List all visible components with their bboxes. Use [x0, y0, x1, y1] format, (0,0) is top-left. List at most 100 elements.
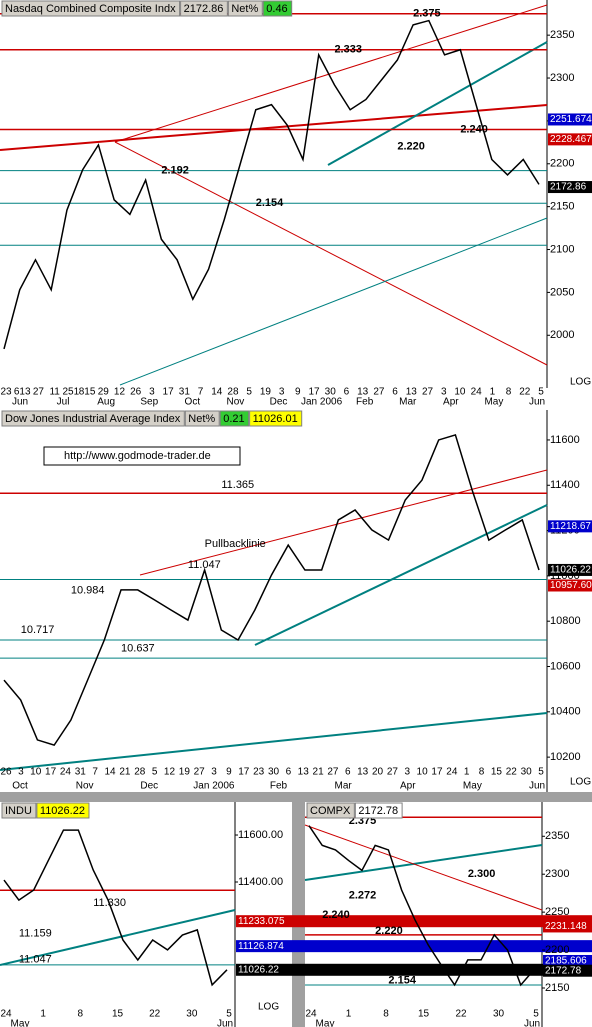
x-tick-label: 3: [441, 387, 447, 398]
annotation: 11.330: [93, 897, 126, 909]
month-label: Sep: [140, 397, 158, 408]
header-box: [1, 0, 181, 17]
x-tick-label: 3: [404, 767, 410, 778]
separator: [292, 792, 305, 1027]
header-text: 2172.86: [184, 3, 224, 15]
month-label: Jan 2006: [193, 781, 235, 792]
price-line: [308, 825, 535, 987]
url-text: http://www.godmode-trader.de: [64, 450, 211, 462]
price-line: [3, 19, 540, 350]
x-tick-label: 23: [0, 387, 12, 398]
annotation: 2.333: [334, 44, 362, 56]
x-tick-label: 27: [33, 387, 45, 398]
x-tick-label: 5: [538, 387, 544, 398]
trend-line: [304, 844, 543, 881]
annotation: 2.375: [413, 8, 441, 20]
x-tick-label: 3: [149, 387, 155, 398]
month-label: Jan 2006: [301, 397, 343, 408]
x-tick-label: 8: [383, 1009, 389, 1020]
y-tick-label: 2350: [545, 830, 569, 842]
header-text: 11026.22: [40, 805, 85, 817]
x-tick-label: 7: [92, 767, 98, 778]
month-label: May: [316, 1019, 335, 1027]
header-text: Dow Jones Industrial Average Index: [5, 413, 181, 425]
header-box: [354, 802, 403, 819]
header-box: [219, 410, 250, 427]
price-tag: [548, 579, 592, 592]
trend-line: [119, 217, 548, 386]
price-tag: [543, 954, 592, 967]
y-tick-label: 10800: [550, 615, 581, 627]
month-label: Apr: [400, 781, 416, 792]
x-tick-label: 17: [431, 767, 443, 778]
header-box: [1, 802, 37, 819]
y-tick-label: 2100: [550, 243, 574, 255]
x-tick-label: 14: [211, 387, 223, 398]
x-tick-label: 3: [18, 767, 24, 778]
header-box: [180, 0, 228, 17]
y-tick-label: 2150: [545, 982, 569, 994]
price-tag-label: 2172.78: [545, 965, 582, 976]
y-tick-label: 2150: [550, 201, 574, 213]
x-tick-label: 1: [490, 387, 496, 398]
x-tick-label: 6: [344, 387, 350, 398]
price-tag-label: 11218.67: [550, 521, 591, 532]
price-tag-label: 2228.467: [550, 134, 592, 145]
x-tick-label: 22: [519, 387, 531, 398]
month-label: May: [11, 1019, 30, 1027]
month-label: Nov: [76, 781, 94, 792]
x-tick-label: 30: [186, 1009, 198, 1020]
month-label: Mar: [399, 397, 417, 408]
month-label: Dec: [140, 781, 158, 792]
x-tick-label: 1: [464, 767, 470, 778]
x-tick-label: 9: [226, 767, 232, 778]
price-tag: [548, 133, 592, 146]
trend-line: [327, 41, 548, 166]
x-tick-label: 21: [119, 767, 131, 778]
annotation: 10.637: [121, 642, 155, 654]
x-tick-label: 6: [286, 767, 292, 778]
x-tick-label: 8: [479, 767, 485, 778]
x-tick-label: 5: [533, 1009, 539, 1020]
x-tick-label: 17: [45, 767, 57, 778]
header-box: [227, 0, 263, 17]
x-tick-label: 13: [357, 387, 369, 398]
y-tick-label: 2250: [545, 906, 569, 918]
x-tick-label: 24: [305, 1009, 317, 1020]
price-tag: [548, 520, 592, 533]
month-label: Jun: [529, 781, 545, 792]
y-tick-label: 11400: [550, 479, 580, 491]
x-tick-label: 17: [238, 767, 250, 778]
x-tick-label: 10: [417, 767, 429, 778]
x-tick-label: 13: [406, 387, 418, 398]
header-box: [262, 0, 293, 17]
price-tag: [548, 181, 592, 194]
price-tag: [236, 963, 592, 976]
x-tick-label: 30: [268, 767, 280, 778]
price-tag-label: 11126.874: [238, 941, 284, 952]
price-line: [3, 434, 540, 747]
trend-line: [114, 4, 548, 143]
month-label: Nov: [227, 397, 245, 408]
x-tick-label: 29: [98, 387, 110, 398]
x-tick-label: 10: [454, 387, 466, 398]
month-label: Jun: [524, 1019, 540, 1027]
y-tick-label: 11600.00: [238, 829, 283, 841]
x-tick-label: 613: [14, 387, 31, 398]
x-tick-label: 30: [521, 767, 533, 778]
x-tick-label: 15: [418, 1009, 430, 1020]
x-tick-label: 17: [308, 387, 320, 398]
url-box: [43, 446, 241, 466]
x-tick-label: 23: [253, 767, 265, 778]
x-tick-label: 3: [211, 767, 217, 778]
price-tag: [236, 940, 592, 953]
price-tag: [548, 563, 592, 576]
month-label: May: [484, 397, 503, 408]
price-tag: [236, 915, 592, 928]
scale-label: LOG: [258, 1002, 279, 1013]
x-tick-label: 15: [491, 767, 503, 778]
scale-label: LOG: [570, 777, 591, 788]
x-tick-label: 31: [179, 387, 191, 398]
x-tick-label: 27: [387, 767, 399, 778]
